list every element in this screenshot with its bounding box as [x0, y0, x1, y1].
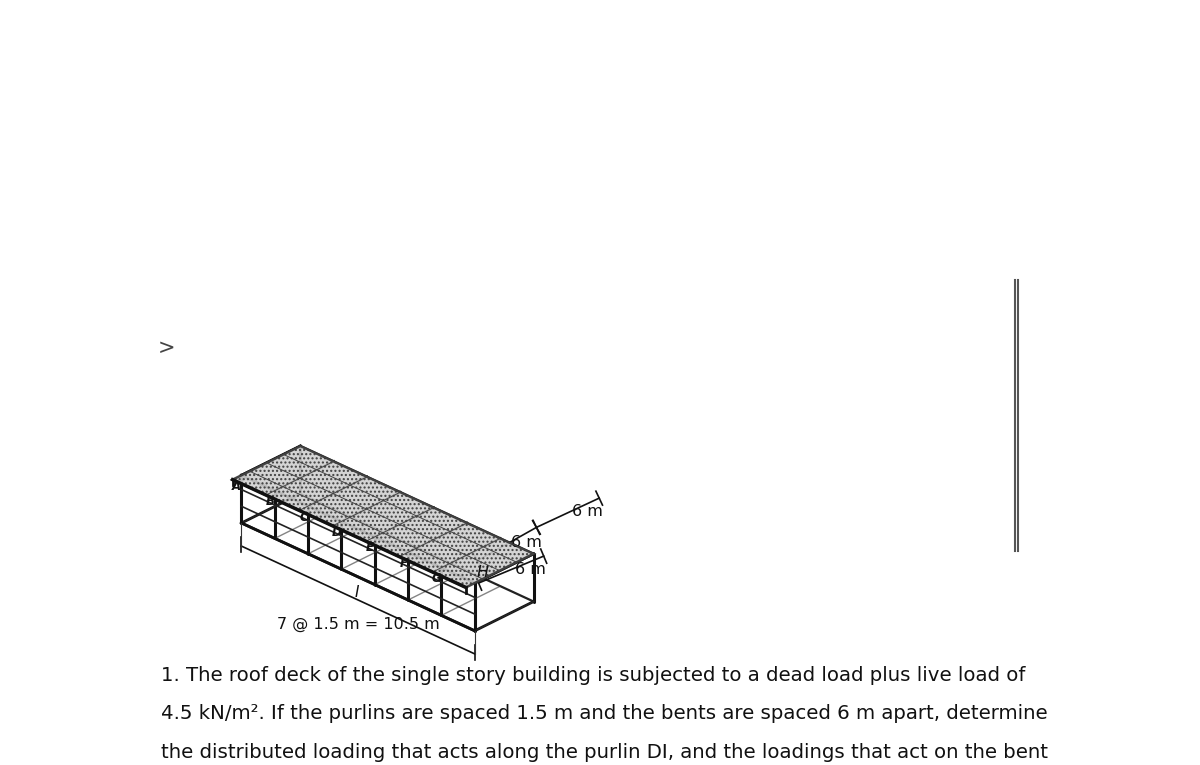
Text: F: F — [400, 557, 408, 570]
Text: >: > — [157, 338, 175, 358]
Text: 6 m: 6 m — [571, 503, 602, 519]
Text: B: B — [265, 495, 275, 508]
Text: 6 m: 6 m — [511, 535, 541, 550]
Text: G: G — [432, 572, 442, 585]
Text: 6 m: 6 m — [515, 562, 546, 577]
Text: D: D — [332, 526, 342, 539]
Polygon shape — [233, 446, 534, 588]
Text: 1. The roof deck of the single story building is subjected to a dead load plus l: 1. The roof deck of the single story bui… — [161, 666, 1026, 685]
Text: 4.5 kN/m². If the purlins are spaced 1.5 m and the bents are spaced 6 m apart, d: 4.5 kN/m². If the purlins are spaced 1.5… — [161, 705, 1048, 724]
Text: C: C — [299, 511, 307, 524]
Text: E: E — [366, 542, 374, 555]
Text: I: I — [355, 584, 359, 600]
Text: the distributed loading that acts along the purlin DI, and the loadings that act: the distributed loading that acts along … — [161, 743, 1048, 762]
Text: 7 @ 1.5 m = 10.5 m: 7 @ 1.5 m = 10.5 m — [277, 617, 439, 632]
Text: H: H — [478, 565, 490, 580]
Text: A: A — [233, 480, 241, 493]
